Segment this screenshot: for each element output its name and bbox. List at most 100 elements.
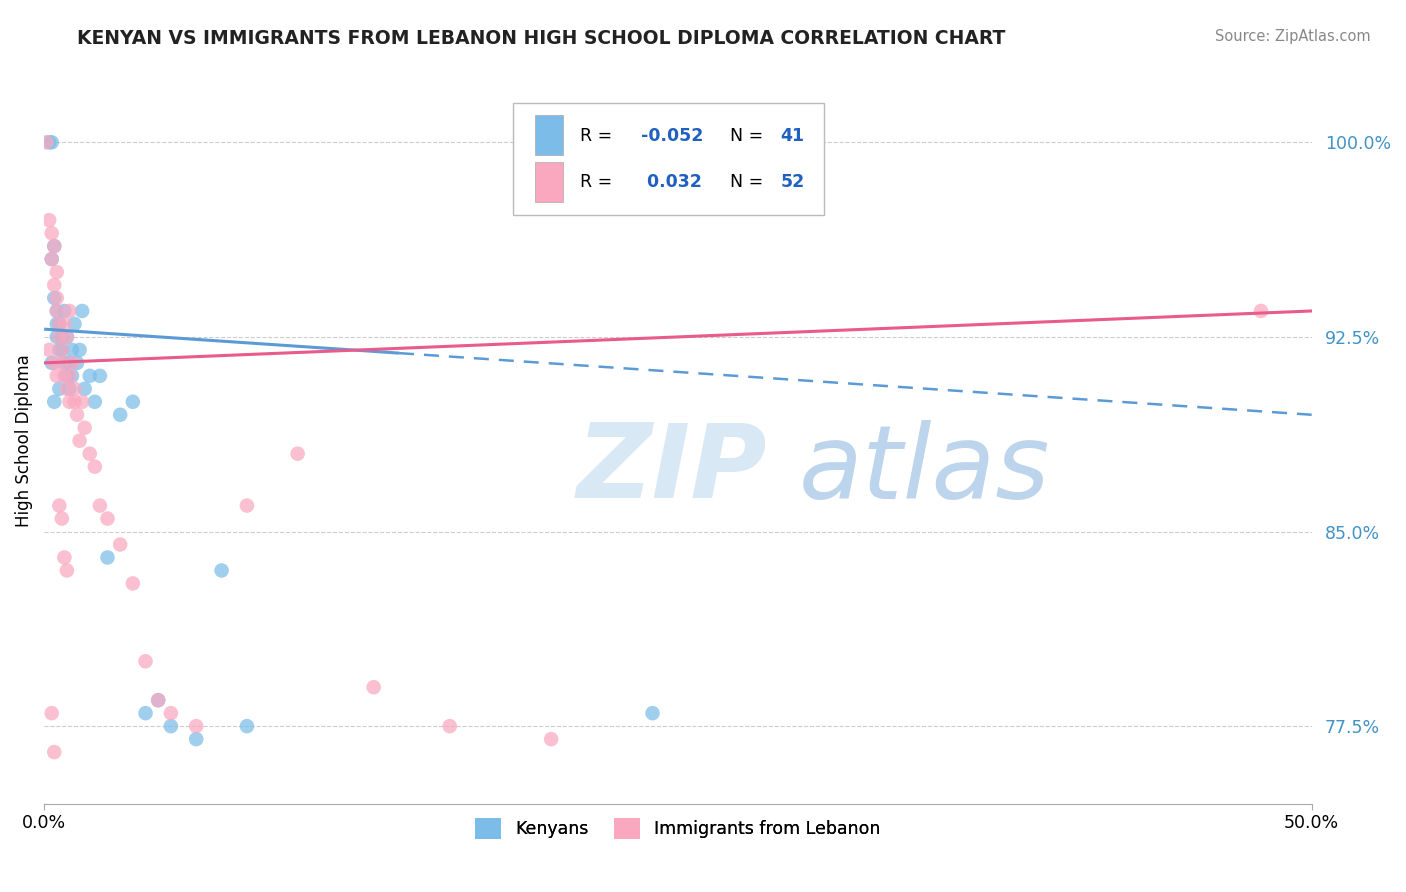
Point [60,356,83,370]
Point [38,213,60,227]
Text: N =: N = [730,127,769,145]
Point [1250,304,1272,318]
Text: R =: R = [581,127,619,145]
Point [45,304,67,318]
Point [44,356,66,370]
Point [121,394,143,409]
Legend: Kenyans, Immigrants from Lebanon: Kenyans, Immigrants from Lebanon [468,811,887,847]
Point [63,394,86,409]
Point [45,330,67,344]
Point [58,368,80,383]
Point [41,356,63,370]
Point [53,356,76,370]
Point [56,330,79,344]
Point [38,343,60,357]
Point [51,343,73,357]
Point [439,719,461,733]
Point [48,317,70,331]
Point [236,719,259,733]
Point [148,693,170,707]
Point [44,278,66,293]
Point [186,732,208,747]
Point [83,459,105,474]
Point [69,343,91,357]
Point [45,317,67,331]
Point [48,499,70,513]
Text: -0.052: -0.052 [641,127,703,145]
Point [51,356,73,370]
Point [69,434,91,448]
Point [79,368,101,383]
Text: 0.032: 0.032 [641,173,702,191]
Text: KENYAN VS IMMIGRANTS FROM LEBANON HIGH SCHOOL DIPLOMA CORRELATION CHART: KENYAN VS IMMIGRANTS FROM LEBANON HIGH S… [77,29,1005,48]
Point [60,343,83,357]
Point [363,680,385,694]
Point [53,317,76,331]
Point [58,394,80,409]
Point [56,368,79,383]
Point [53,368,76,383]
Point [45,265,67,279]
Y-axis label: High School Diploma: High School Diploma [15,354,32,527]
Text: Source: ZipAtlas.com: Source: ZipAtlas.com [1215,29,1371,45]
Point [108,408,131,422]
Point [96,511,118,525]
Point [53,304,76,318]
Point [48,330,70,344]
Point [44,239,66,253]
Point [53,550,76,565]
Text: R =: R = [581,173,619,191]
Point [63,382,86,396]
Point [148,693,170,707]
Point [641,706,664,721]
Point [73,382,96,396]
Point [66,408,89,422]
Point [41,706,63,721]
Text: 41: 41 [780,127,804,145]
Point [35,136,58,150]
Point [63,317,86,331]
Point [186,719,208,733]
Point [51,330,73,344]
Point [48,317,70,331]
Point [56,382,79,396]
Point [58,356,80,370]
Point [44,394,66,409]
Point [134,706,156,721]
Point [89,499,111,513]
Point [45,368,67,383]
Text: 52: 52 [780,173,804,191]
Point [236,499,259,513]
Point [70,394,93,409]
Point [121,576,143,591]
Point [45,304,67,318]
Point [89,368,111,383]
Point [56,330,79,344]
Point [160,719,183,733]
Point [211,564,233,578]
Point [41,136,63,150]
FancyBboxPatch shape [513,103,824,216]
Point [134,654,156,668]
FancyBboxPatch shape [534,115,562,155]
Point [96,550,118,565]
Point [58,382,80,396]
Point [51,511,73,525]
Point [41,226,63,240]
Point [73,421,96,435]
Point [56,564,79,578]
Point [66,356,89,370]
Point [70,304,93,318]
Point [60,368,83,383]
Point [287,447,309,461]
Text: N =: N = [730,173,769,191]
Point [44,745,66,759]
FancyBboxPatch shape [534,161,562,202]
Point [79,447,101,461]
Point [160,706,183,721]
Point [51,343,73,357]
Point [48,343,70,357]
Text: ZIP: ZIP [576,419,768,520]
Point [108,537,131,551]
Point [45,291,67,305]
